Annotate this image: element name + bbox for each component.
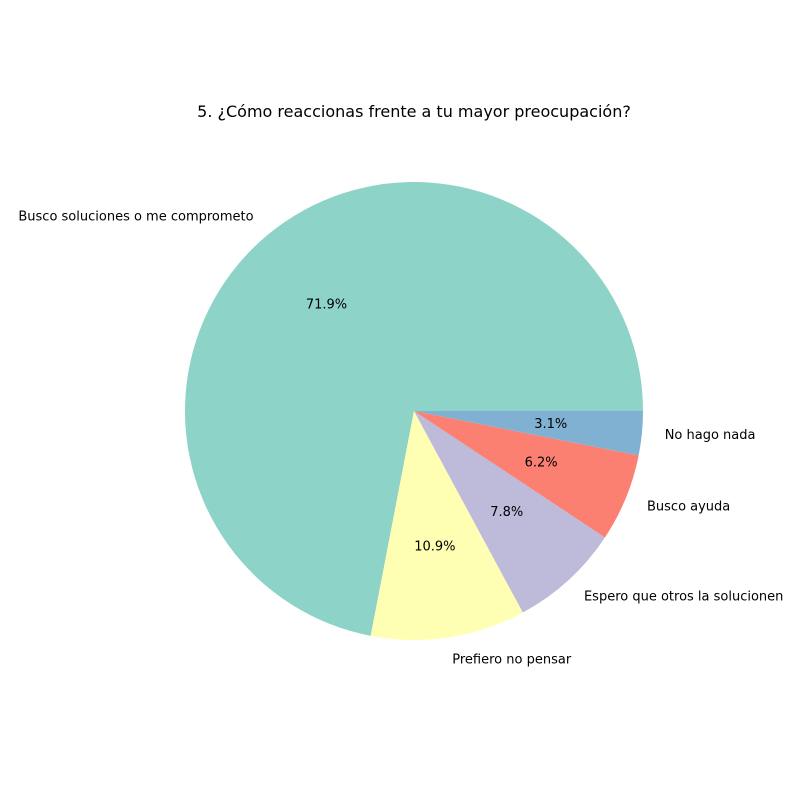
pie-slice-espero-que-otros-la-solucionen <box>414 411 605 613</box>
pie-percent-label: 6.2% <box>525 456 558 471</box>
pie-category-label: Busco ayuda <box>647 499 730 514</box>
pie-slice-busco-ayuda <box>414 411 639 538</box>
pie-percent-label: 10.9% <box>414 539 455 554</box>
pie-percent-label: 3.1% <box>534 417 567 432</box>
pie-slice-busco-soluciones-o-me-comprometo <box>185 182 643 636</box>
pie-category-label: Busco soluciones o me comprometo <box>18 209 253 224</box>
pie-slice-no-hago-nada <box>414 411 643 456</box>
pie-slices <box>185 182 643 640</box>
pie-percent-label: 7.8% <box>490 505 523 520</box>
pie-percent-label: 71.9% <box>306 298 347 313</box>
pie-category-label: Espero que otros la solucionen <box>584 589 783 604</box>
pie-category-label: Prefiero no pensar <box>452 652 572 667</box>
pie-slice-prefiero-no-pensar <box>370 411 523 640</box>
pie-category-label: No hago nada <box>665 428 756 443</box>
chart-title: 5. ¿Cómo reaccionas frente a tu mayor pr… <box>197 102 631 121</box>
pie-labels: 71.9% Busco soluciones o me comprometo 10.… <box>18 209 783 667</box>
